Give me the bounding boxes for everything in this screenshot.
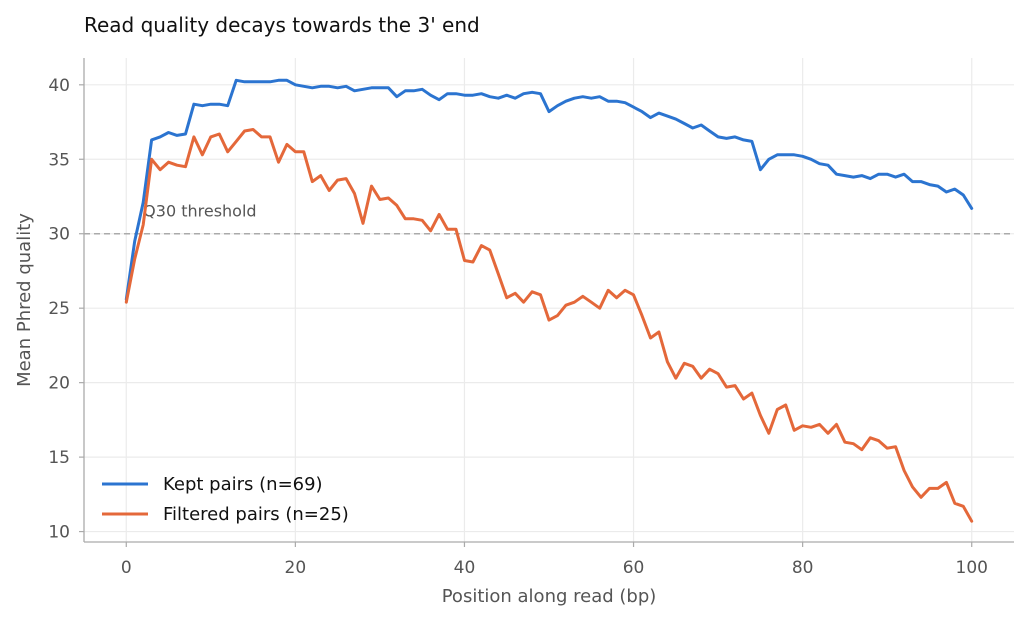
legend-label-1: Kept pairs (n=69) [163,474,323,495]
series-line-1 [124,78,974,301]
x-axis-label: Position along read (bp) [442,586,657,607]
chart-title: Read quality decays towards the 3' end [84,13,480,37]
x-tick-label: 80 [792,558,814,578]
x-tick-label: 0 [121,558,132,578]
y-tick-label: 40 [48,76,70,96]
y-tick-label: 10 [48,523,70,543]
threshold: Q30 threshold [84,202,1014,235]
x-tick-label: 20 [285,558,307,578]
y-tick-label: 20 [48,374,70,394]
axes [83,58,1014,543]
threshold-label: Q30 threshold [143,202,256,221]
x-tick-label: 60 [623,558,645,578]
x-tick-label: 100 [956,558,988,578]
y-axis-label: Mean Phred quality [14,213,35,387]
series-line-2 [124,128,974,523]
y-tick-label: 35 [48,150,70,170]
x-tick-label: 40 [454,558,476,578]
y-tick-label: 15 [48,448,70,468]
series-layer [124,78,974,523]
grid [84,58,1014,542]
ticks: 0 20 40 60 80 100 10 15 20 25 30 35 40 [48,76,988,578]
legend: Kept pairs (n=69) Filtered pairs (n=25) [102,474,349,525]
y-tick-label: 30 [48,225,70,245]
y-tick-label: 25 [48,299,70,319]
legend-label-2: Filtered pairs (n=25) [163,504,349,525]
